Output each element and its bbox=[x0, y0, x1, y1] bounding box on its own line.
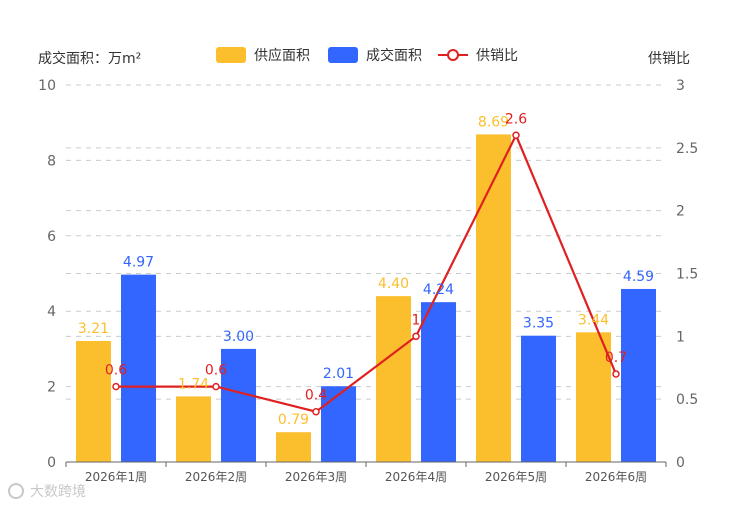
y2-axis-title: 供销比 bbox=[648, 51, 690, 67]
bar-deal bbox=[221, 348, 256, 462]
ratio-value-label: 1 bbox=[412, 312, 421, 328]
bar-deal bbox=[121, 274, 156, 462]
y-tick-label: 2 bbox=[47, 380, 56, 396]
bar-value-label: 3.00 bbox=[223, 329, 254, 345]
legend-marker-ratio bbox=[447, 49, 459, 61]
ratio-value-label: 0.6 bbox=[105, 363, 127, 379]
legend-swatch-deal bbox=[328, 47, 358, 63]
y-tick-label: 8 bbox=[47, 153, 56, 169]
ratio-line bbox=[116, 132, 618, 413]
legend-item-deal[interactable]: 成交面积 bbox=[328, 47, 422, 64]
ratio-point bbox=[612, 370, 620, 378]
ratio-value-label: 0.6 bbox=[205, 363, 227, 379]
watermark-text: 大数跨境 bbox=[30, 484, 86, 500]
bar-value-label: 3.21 bbox=[78, 321, 109, 337]
line-series-layer bbox=[112, 131, 620, 416]
legend-item-ratio[interactable]: 供销比 bbox=[438, 48, 518, 64]
y-axis-title: 成交面积：万m² bbox=[38, 50, 141, 67]
bar-supply bbox=[176, 396, 211, 462]
bar-value-label: 4.40 bbox=[378, 276, 409, 292]
y2-tick-label: 0 bbox=[676, 455, 685, 471]
y2-tick-label: 2 bbox=[676, 204, 685, 220]
data-labels: 3.21 1.74 0.79 4.40 8.69 3.44 4.97 3.00 2.01 4.24… bbox=[78, 111, 654, 428]
x-tick-label: 2026年5周 bbox=[485, 470, 547, 484]
bar-value-label: 8.69 bbox=[478, 114, 509, 130]
x-tick-label: 2026年2周 bbox=[185, 470, 247, 484]
ratio-value-label: 0.4 bbox=[305, 388, 327, 404]
legend-swatch-supply bbox=[216, 47, 246, 63]
ratio-point bbox=[512, 131, 520, 140]
bar-value-label: 4.97 bbox=[123, 255, 154, 271]
ratio-value-label: 0.7 bbox=[605, 350, 627, 366]
ratio-point bbox=[212, 382, 220, 391]
legend-label-supply: 供应面积 bbox=[254, 47, 310, 64]
ratio-point bbox=[412, 332, 420, 341]
bar-supply bbox=[576, 332, 611, 462]
y-tick-label: 10 bbox=[38, 78, 56, 94]
bar-supply bbox=[76, 340, 111, 462]
y2-tick-label: 0.5 bbox=[676, 392, 698, 408]
x-tick-label: 2026年3周 bbox=[285, 470, 347, 484]
y-tick-label: 4 bbox=[47, 304, 56, 320]
watermark: 大数跨境 bbox=[8, 483, 86, 500]
legend-item-supply[interactable]: 供应面积 bbox=[216, 47, 310, 64]
ratio-point bbox=[112, 382, 120, 391]
y2-tick-label: 3 bbox=[676, 78, 685, 94]
bar-value-label: 4.24 bbox=[423, 282, 454, 298]
y2-tick-label: 1.5 bbox=[676, 267, 698, 283]
bar-value-label: 4.59 bbox=[623, 269, 654, 285]
bar-deal bbox=[321, 386, 356, 462]
bar-deal bbox=[421, 302, 456, 462]
y-tick-label: 6 bbox=[47, 229, 56, 245]
watermark-logo-icon bbox=[8, 483, 24, 499]
ratio-value-label: 2.6 bbox=[505, 111, 527, 127]
bar-value-label: 3.35 bbox=[523, 316, 554, 332]
y2-tick-label: 1 bbox=[676, 329, 685, 345]
x-tick-label: 2026年4周 bbox=[385, 470, 447, 484]
x-tick-label: 2026年1周 bbox=[85, 470, 147, 484]
bar-deal bbox=[521, 335, 556, 462]
ratio-point bbox=[312, 407, 320, 416]
bar-value-label: 1.74 bbox=[178, 376, 209, 392]
bar-deal bbox=[621, 288, 656, 462]
bar-series-layer bbox=[76, 134, 656, 462]
bar-supply bbox=[376, 296, 411, 462]
legend-label-deal: 成交面积 bbox=[366, 47, 422, 64]
legend-label-ratio: 供销比 bbox=[476, 48, 518, 64]
bar-value-label: 3.44 bbox=[578, 312, 609, 328]
bar-value-label: 2.01 bbox=[323, 366, 354, 382]
bar-supply bbox=[476, 134, 511, 462]
x-tick-label: 2026年6周 bbox=[585, 470, 647, 484]
bar-supply bbox=[276, 432, 311, 462]
bar-value-label: 0.79 bbox=[278, 412, 309, 428]
axes: 0 2 4 6 8 10 0 0.5 1 1.5 2 2.5 3 2026年1周 2026年2周 2026年3… bbox=[38, 78, 698, 484]
y-tick-label: 0 bbox=[47, 455, 56, 471]
legend: 供应面积 成交面积 供销比 bbox=[216, 47, 518, 64]
y2-tick-label: 2.5 bbox=[676, 141, 698, 157]
